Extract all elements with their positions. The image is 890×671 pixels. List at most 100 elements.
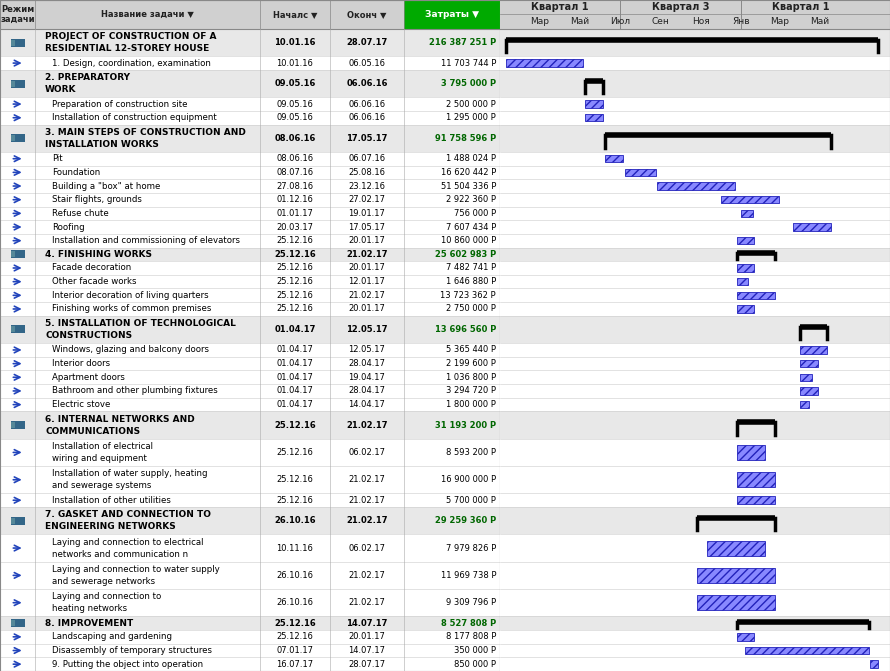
Text: 25.12.16: 25.12.16: [277, 264, 313, 272]
Text: 19.01.17: 19.01.17: [349, 209, 385, 218]
Text: 2. PREPARATORY: 2. PREPARATORY: [45, 73, 130, 82]
Text: Мар: Мар: [530, 17, 549, 26]
Bar: [500, 302, 890, 316]
Bar: [0, 0, 500, 29]
Text: Режим
задачи: Режим задачи: [0, 5, 35, 24]
Bar: [0, 261, 500, 275]
Text: 8 527 808 P: 8 527 808 P: [441, 619, 496, 627]
Text: Interior decoration of living quarters: Interior decoration of living quarters: [52, 291, 208, 300]
Bar: [11, 250, 25, 258]
Text: 8. IMPROVEMENT: 8. IMPROVEMENT: [45, 619, 134, 627]
Text: 06.06.16: 06.06.16: [349, 99, 385, 109]
Text: 25.12.16: 25.12.16: [277, 448, 313, 457]
Bar: [11, 620, 14, 626]
Bar: [11, 39, 25, 46]
Text: 25.12.16: 25.12.16: [277, 475, 313, 484]
Text: 01.04.17: 01.04.17: [277, 373, 313, 382]
Bar: [870, 660, 878, 668]
Text: 01.04.17: 01.04.17: [274, 325, 316, 334]
Bar: [500, 630, 890, 643]
Text: 3 294 720 P: 3 294 720 P: [446, 386, 496, 395]
Text: Laying and connection to electrical: Laying and connection to electrical: [52, 537, 204, 547]
Text: Building a "box" at home: Building a "box" at home: [52, 182, 160, 191]
Bar: [0, 316, 500, 343]
Text: Мар: Мар: [771, 17, 789, 26]
Text: Ноя: Ноя: [692, 17, 710, 26]
Text: 21.02.17: 21.02.17: [346, 421, 388, 429]
Text: Bathroom and other plumbing fixtures: Bathroom and other plumbing fixtures: [52, 386, 218, 395]
Text: 06.05.16: 06.05.16: [349, 58, 385, 68]
Text: Янв: Янв: [732, 17, 750, 26]
Text: 16 620 442 P: 16 620 442 P: [441, 168, 496, 177]
Text: 31 193 200 P: 31 193 200 P: [435, 421, 496, 429]
Bar: [800, 374, 813, 381]
Text: Other facade works: Other facade works: [52, 277, 136, 286]
Text: Название задачи ▼: Название задачи ▼: [101, 10, 194, 19]
Text: and sewerage systems: and sewerage systems: [52, 481, 151, 491]
Text: 2 199 600 P: 2 199 600 P: [446, 359, 496, 368]
Text: 1 488 024 P: 1 488 024 P: [446, 154, 496, 163]
Text: COMMUNICATIONS: COMMUNICATIONS: [45, 427, 140, 435]
Bar: [0, 125, 500, 152]
Bar: [0, 302, 500, 316]
Bar: [11, 40, 14, 46]
Text: 20.01.17: 20.01.17: [349, 305, 385, 313]
Text: 25.12.16: 25.12.16: [274, 619, 316, 627]
Bar: [0, 398, 500, 411]
Bar: [658, 183, 735, 190]
Text: Installation of other utilities: Installation of other utilities: [52, 496, 171, 505]
Text: 21.02.17: 21.02.17: [349, 496, 385, 505]
Text: 3 795 000 P: 3 795 000 P: [441, 79, 496, 88]
Text: 27.02.17: 27.02.17: [349, 195, 385, 204]
Text: 1 036 800 P: 1 036 800 P: [446, 373, 496, 382]
Bar: [0, 56, 500, 70]
Text: 25.12.16: 25.12.16: [277, 496, 313, 505]
Text: 216 387 251 P: 216 387 251 P: [429, 38, 496, 47]
Text: 25.12.16: 25.12.16: [274, 421, 316, 429]
Text: Оконч ▼: Оконч ▼: [347, 10, 387, 19]
Text: 07.01.17: 07.01.17: [277, 646, 313, 655]
Bar: [500, 193, 890, 207]
Text: 21.02.17: 21.02.17: [346, 516, 388, 525]
Bar: [500, 343, 890, 357]
Bar: [0, 343, 500, 357]
Bar: [500, 370, 890, 384]
Bar: [500, 439, 890, 466]
Bar: [500, 111, 890, 125]
Bar: [404, 0, 500, 29]
Text: 06.06.16: 06.06.16: [349, 113, 385, 122]
Bar: [741, 209, 753, 217]
Text: 01.12.16: 01.12.16: [277, 195, 313, 204]
Bar: [0, 493, 500, 507]
Bar: [737, 264, 754, 272]
Text: 10.01.16: 10.01.16: [274, 38, 316, 47]
Text: heating networks: heating networks: [52, 604, 127, 613]
Bar: [0, 248, 500, 261]
Text: 1. Design, coordination, examination: 1. Design, coordination, examination: [52, 58, 211, 68]
Text: 01.04.17: 01.04.17: [277, 400, 313, 409]
Bar: [11, 421, 25, 429]
Text: 8 593 200 P: 8 593 200 P: [446, 448, 496, 457]
Text: Disassembly of temporary structures: Disassembly of temporary structures: [52, 646, 212, 655]
Text: Laying and connection to: Laying and connection to: [52, 592, 161, 601]
Bar: [585, 100, 603, 108]
Text: 06.07.16: 06.07.16: [349, 154, 385, 163]
Text: 25.12.16: 25.12.16: [277, 305, 313, 313]
Text: 17.05.17: 17.05.17: [349, 223, 385, 231]
Bar: [11, 327, 14, 332]
Bar: [0, 70, 500, 97]
Bar: [604, 155, 623, 162]
Text: Май: Май: [811, 17, 829, 26]
Text: 20.01.17: 20.01.17: [349, 264, 385, 272]
Bar: [500, 384, 890, 398]
Text: 5 700 000 P: 5 700 000 P: [446, 496, 496, 505]
Bar: [697, 568, 774, 583]
Bar: [500, 507, 890, 534]
Bar: [11, 134, 25, 142]
Text: 01.04.17: 01.04.17: [277, 346, 313, 354]
Bar: [500, 398, 890, 411]
Text: PROJECT OF CONSTRUCTION OF A: PROJECT OF CONSTRUCTION OF A: [45, 32, 216, 41]
Text: 5. INSTALLATION OF TECHNOLOGICAL: 5. INSTALLATION OF TECHNOLOGICAL: [45, 319, 236, 328]
Text: 13 723 362 P: 13 723 362 P: [441, 291, 496, 300]
Text: 14.07.17: 14.07.17: [349, 646, 385, 655]
